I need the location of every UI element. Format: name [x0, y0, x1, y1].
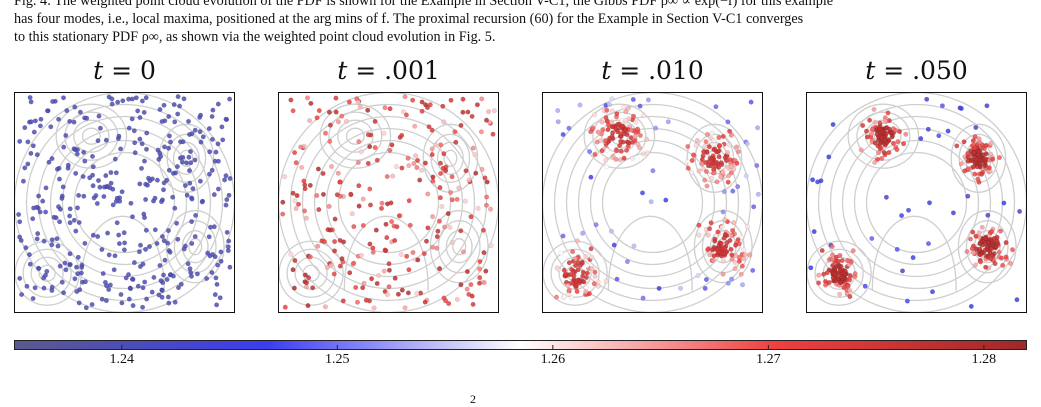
caption-line-1: Fig. 4: The weighted point cloud evoluti… — [14, 0, 834, 9]
colorbar — [14, 340, 1027, 350]
caption-line-2: has four modes, i.e., local maxima, posi… — [14, 11, 804, 27]
point-cloud-panel-4 — [806, 92, 1027, 313]
panel-title-3: t = .010 — [601, 56, 704, 85]
point-cloud-panel-2 — [278, 92, 499, 313]
colorbar-tick-label: 1.25 — [325, 352, 350, 367]
page-fragment: 2 — [470, 392, 476, 406]
caption-line-3: to this stationary PDF ρ∞, as shown via … — [14, 29, 496, 45]
panel-title-1: t = 0 — [93, 56, 156, 85]
panel-title-2: t = .001 — [337, 56, 440, 85]
panel-title-4: t = .050 — [865, 56, 968, 85]
colorbar-tick-label: 1.27 — [756, 352, 781, 367]
colorbar-tick-label: 1.24 — [109, 352, 135, 367]
colorbar-tick-label: 1.26 — [540, 352, 566, 367]
point-cloud-panel-1 — [14, 92, 235, 313]
point-cloud-panel-3 — [542, 92, 763, 313]
colorbar-tick-label: 1.28 — [971, 352, 997, 367]
